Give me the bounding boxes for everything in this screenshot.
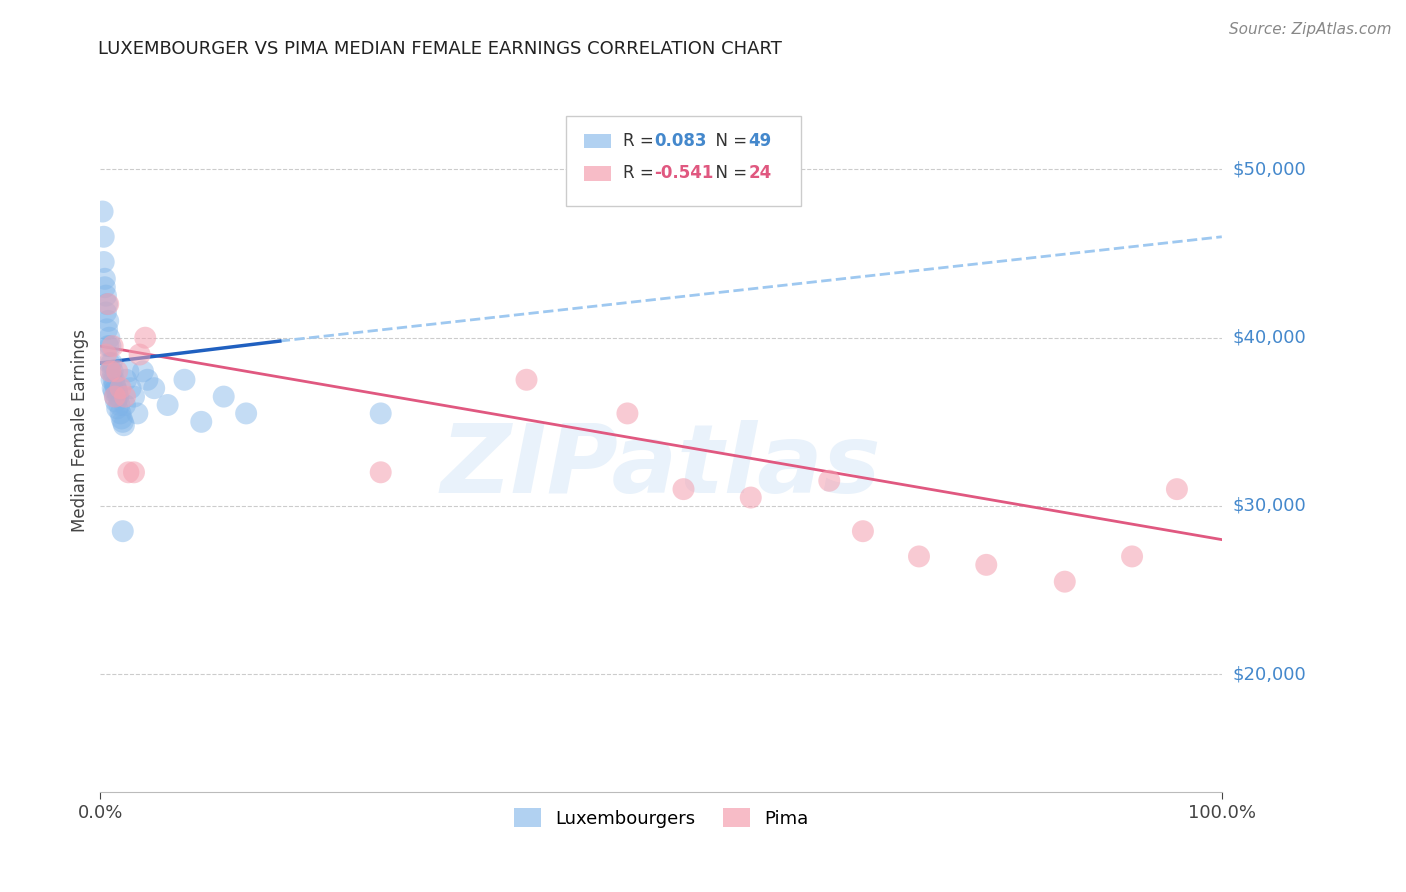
Point	[122, 390, 145, 404]
Point	[515, 373, 537, 387]
Point	[974, 558, 997, 572]
Point	[1053, 574, 1076, 589]
Text: R =: R =	[623, 164, 659, 183]
Text: 24: 24	[748, 164, 772, 183]
Point	[120, 381, 142, 395]
Text: Source: ZipAtlas.com: Source: ZipAtlas.com	[1229, 22, 1392, 37]
Point	[98, 356, 121, 370]
Point	[127, 406, 149, 420]
Point	[101, 364, 124, 378]
Text: $50,000: $50,000	[1233, 161, 1306, 178]
Point	[134, 331, 156, 345]
Point	[104, 377, 127, 392]
Y-axis label: Median Female Earnings: Median Female Earnings	[72, 329, 89, 532]
Point	[100, 364, 122, 378]
Point	[101, 381, 124, 395]
Point	[93, 229, 115, 244]
Point	[111, 415, 134, 429]
Text: N =: N =	[704, 164, 752, 183]
Point	[104, 390, 127, 404]
Point	[105, 394, 128, 409]
Point	[91, 204, 114, 219]
Point	[740, 491, 762, 505]
Point	[136, 373, 159, 387]
Point	[370, 406, 392, 420]
Point	[235, 406, 257, 420]
Text: $20,000: $20,000	[1233, 665, 1306, 683]
FancyBboxPatch shape	[583, 166, 610, 181]
Text: $30,000: $30,000	[1233, 497, 1306, 515]
Point	[103, 373, 125, 387]
Point	[122, 465, 145, 479]
Point	[110, 381, 132, 395]
Point	[818, 474, 841, 488]
Text: N =: N =	[704, 132, 752, 150]
Point	[852, 524, 875, 539]
Point	[100, 339, 122, 353]
FancyBboxPatch shape	[565, 116, 801, 206]
Point	[100, 356, 122, 370]
Point	[616, 406, 638, 420]
Point	[370, 465, 392, 479]
Point	[108, 398, 131, 412]
Point	[117, 364, 139, 378]
Text: $40,000: $40,000	[1233, 329, 1306, 347]
Point	[105, 384, 128, 399]
Point	[100, 373, 122, 387]
Point	[173, 373, 195, 387]
Point	[97, 314, 120, 328]
Text: R =: R =	[623, 132, 659, 150]
Point	[111, 411, 134, 425]
Point	[97, 339, 120, 353]
Point	[1121, 549, 1143, 564]
Point	[107, 390, 129, 404]
Point	[105, 364, 128, 378]
Point	[105, 401, 128, 416]
Point	[132, 364, 155, 378]
Point	[190, 415, 212, 429]
Legend: Luxembourgers, Pima: Luxembourgers, Pima	[506, 801, 815, 835]
FancyBboxPatch shape	[583, 134, 610, 148]
Point	[96, 322, 118, 336]
Text: LUXEMBOURGER VS PIMA MEDIAN FEMALE EARNINGS CORRELATION CHART: LUXEMBOURGER VS PIMA MEDIAN FEMALE EARNI…	[98, 40, 782, 58]
Text: 49: 49	[748, 132, 772, 150]
Point	[1166, 482, 1188, 496]
Point	[94, 305, 117, 319]
Point	[101, 339, 124, 353]
Point	[94, 288, 117, 302]
Point	[110, 406, 132, 420]
Point	[104, 390, 127, 404]
Point	[114, 390, 136, 404]
Point	[111, 524, 134, 539]
Point	[100, 364, 122, 378]
Point	[93, 255, 115, 269]
Point	[156, 398, 179, 412]
Point	[114, 398, 136, 412]
Point	[96, 297, 118, 311]
Text: -0.541: -0.541	[654, 164, 714, 183]
Point	[908, 549, 931, 564]
Point	[112, 418, 135, 433]
Point	[212, 390, 235, 404]
Point	[94, 280, 117, 294]
Point	[98, 331, 121, 345]
Point	[117, 465, 139, 479]
Point	[97, 297, 120, 311]
Point	[143, 381, 166, 395]
Point	[672, 482, 695, 496]
Point	[94, 272, 117, 286]
Point	[103, 384, 125, 399]
Text: ZIPatlas: ZIPatlas	[440, 420, 882, 513]
Point	[128, 347, 150, 361]
Point	[94, 347, 117, 361]
Point	[115, 373, 138, 387]
Text: 0.083: 0.083	[654, 132, 707, 150]
Point	[105, 381, 128, 395]
